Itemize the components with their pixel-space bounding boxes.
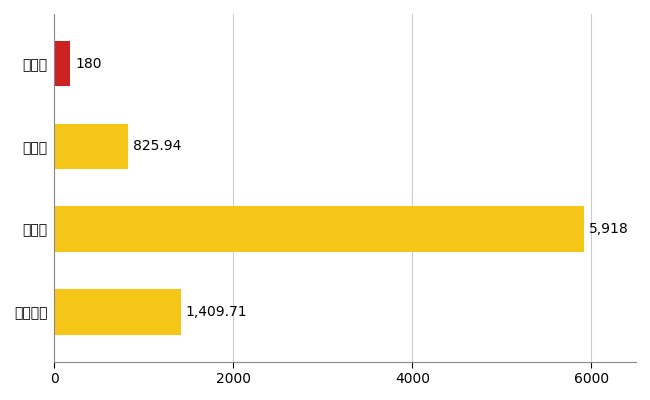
Text: 180: 180 xyxy=(75,56,102,70)
Bar xyxy=(55,41,70,86)
Bar xyxy=(55,124,128,169)
Bar xyxy=(55,206,584,252)
Text: 825.94: 825.94 xyxy=(133,139,181,153)
Text: 5,918: 5,918 xyxy=(589,222,629,236)
Text: 1,409.71: 1,409.71 xyxy=(185,305,247,319)
Bar xyxy=(55,289,181,335)
